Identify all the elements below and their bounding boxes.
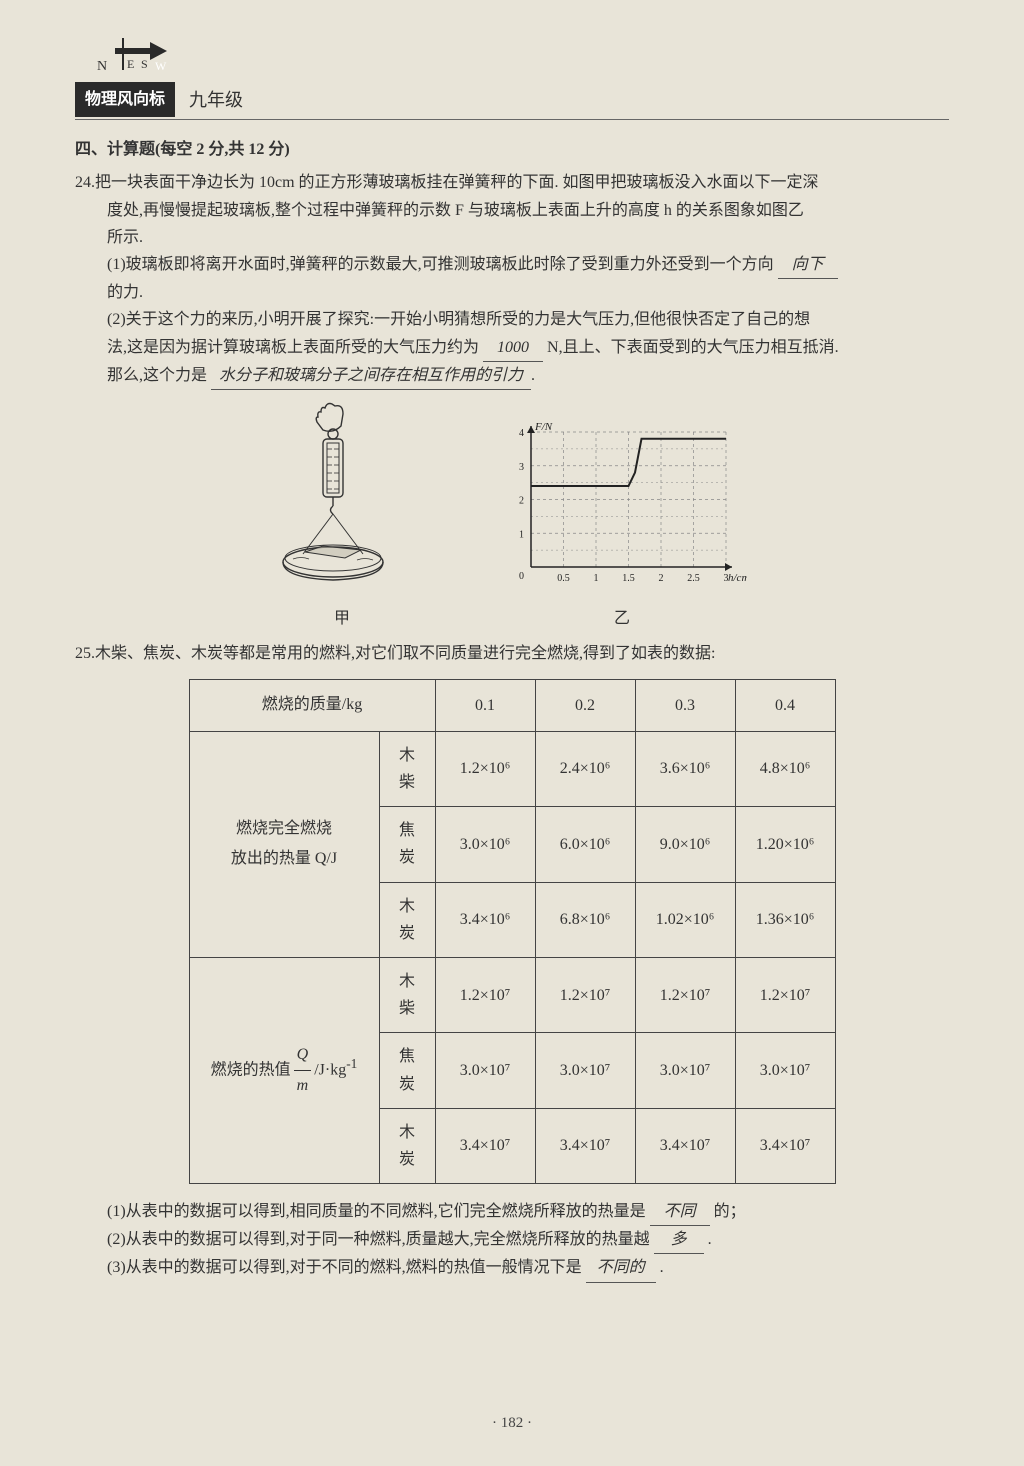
fuel-2: 木炭 (379, 882, 435, 957)
mass-col-3: 0.4 (735, 680, 835, 731)
q25-number: 25. (75, 645, 95, 662)
g1-r1-c0: 3.0×10⁶ (435, 807, 535, 882)
g2-r2-c3: 3.4×10⁷ (735, 1108, 835, 1183)
svg-text:1.5: 1.5 (622, 573, 635, 584)
svg-text:1: 1 (519, 529, 524, 540)
svg-text:E: E (127, 57, 134, 71)
q24-p2-c: N,且上、下表面受到的大气压力相互抵消. (547, 339, 839, 356)
page-content: N E S W 物理风向标 九年级 四、计算题(每空 2 分,共 12 分) 2… (0, 0, 1024, 1323)
g1-r2-c1: 6.8×10⁶ (535, 882, 635, 957)
g2-r0-c2: 1.2×10⁷ (635, 957, 735, 1032)
q24-p1-b: 的力. (75, 279, 949, 306)
q25-p3-blank: 不同的 (586, 1254, 656, 1282)
q24-p2-blank2: 水分子和玻璃分子之间存在相互作用的引力 (211, 362, 531, 390)
g2-r1-c0: 3.0×10⁷ (435, 1033, 535, 1108)
compass-logo: N E S W (95, 38, 175, 83)
figure-jia-caption: 甲 (277, 605, 407, 632)
q24-number: 24. (75, 174, 95, 191)
fuel-0: 木柴 (379, 731, 435, 806)
g2-r2-c2: 3.4×10⁷ (635, 1108, 735, 1183)
g2-r2-c0: 3.4×10⁷ (435, 1108, 535, 1183)
q25-p1-b: 的； (714, 1203, 746, 1220)
g1-r0-c0: 1.2×10⁶ (435, 731, 535, 806)
section-4-title: 四、计算题(每空 2 分,共 12 分) (75, 136, 949, 163)
svg-text:N: N (97, 59, 107, 74)
mass-col-1: 0.2 (535, 680, 635, 731)
q25-p2-a: (2)从表中的数据可以得到,对于同一种燃料,质量越大,完全燃烧所释放的热量越 (107, 1231, 650, 1248)
spring-scale-drawing (277, 402, 407, 592)
q24-p2-b: 法,这是因为据计算玻璃板上表面所受的大气压力约为 (107, 339, 479, 356)
q24-p1-a: (1)玻璃板即将离开水面时,弹簧秤的示数最大,可推测玻璃板此时除了受到重力外还受… (107, 256, 774, 273)
g1-r1-c2: 9.0×10⁶ (635, 807, 735, 882)
page-header: 物理风向标 九年级 (75, 82, 949, 120)
mass-col-2: 0.3 (635, 680, 735, 731)
page-number: · 182 · (0, 1411, 1024, 1437)
question-25: 25.木柴、焦炭、木炭等都是常用的燃料,对它们取不同质量进行完全燃烧,得到了如表… (75, 640, 949, 1282)
svg-text:4: 4 (519, 428, 524, 439)
g1-r2-c2: 1.02×10⁶ (635, 882, 735, 957)
g2-r0-c1: 1.2×10⁷ (535, 957, 635, 1032)
q24-p2-e: . (531, 367, 535, 384)
g2-r0-c0: 1.2×10⁷ (435, 957, 535, 1032)
q25-p3-b: . (660, 1259, 664, 1276)
fuel2-1: 焦炭 (379, 1033, 435, 1108)
q25-data-table: 燃烧的质量/kg0.10.20.30.4燃烧完全燃烧放出的热量 Q/J木柴1.2… (189, 679, 836, 1184)
svg-text:S: S (141, 57, 148, 71)
q24-stem-b: 度处,再慢慢提起玻璃板,整个过程中弹簧秤的示数 F 与玻璃板上表面上升的高度 h… (75, 197, 949, 224)
svg-text:h/cm: h/cm (728, 572, 747, 584)
svg-text:0: 0 (519, 571, 524, 582)
svg-text:2: 2 (519, 495, 524, 506)
q25-p2-blank: 多 (654, 1226, 704, 1254)
question-24: 24.把一块表面干净边长为 10cm 的正方形薄玻璃板挂在弹簧秤的下面. 如图甲… (75, 169, 949, 632)
q24-p2-d: 那么,这个力是 (107, 367, 207, 384)
group1-label: 燃烧完全燃烧放出的热量 Q/J (189, 731, 379, 957)
q24-stem-a: 把一块表面干净边长为 10cm 的正方形薄玻璃板挂在弹簧秤的下面. 如图甲把玻璃… (95, 174, 819, 191)
g1-r1-c1: 6.0×10⁶ (535, 807, 635, 882)
q25-p3-a: (3)从表中的数据可以得到,对于不同的燃料,燃料的热值一般情况下是 (107, 1259, 582, 1276)
svg-text:2: 2 (659, 573, 664, 584)
g2-r1-c1: 3.0×10⁷ (535, 1033, 635, 1108)
col-header-mass: 燃烧的质量/kg (189, 680, 435, 731)
svg-text:3: 3 (519, 462, 524, 473)
figure-jia: 甲 (277, 402, 407, 632)
g2-r1-c2: 3.0×10⁷ (635, 1033, 735, 1108)
q24-figures: 甲 0.511.522.5312340F/Nh/cm 乙 (75, 402, 949, 632)
group2-label: 燃烧的热值Qm/J·kg-1 (189, 957, 379, 1183)
svg-text:F/N: F/N (534, 421, 553, 433)
q24-chart: 0.511.522.5312340F/Nh/cm (497, 417, 747, 592)
g2-r1-c3: 3.0×10⁷ (735, 1033, 835, 1108)
grade-label: 九年级 (189, 85, 243, 118)
svg-text:W: W (155, 59, 167, 73)
g1-r0-c2: 3.6×10⁶ (635, 731, 735, 806)
g2-r0-c3: 1.2×10⁷ (735, 957, 835, 1032)
svg-text:0.5: 0.5 (557, 573, 570, 584)
q25-p1-blank: 不同 (650, 1198, 710, 1226)
fuel2-0: 木柴 (379, 957, 435, 1032)
q24-stem-c: 所示. (75, 224, 949, 251)
mass-col-0: 0.1 (435, 680, 535, 731)
figure-yi-caption: 乙 (497, 605, 747, 632)
q25-p2-b: . (708, 1231, 712, 1248)
q24-p2-blank1: 1000 (483, 334, 543, 362)
g1-r2-c0: 3.4×10⁶ (435, 882, 535, 957)
g1-r0-c1: 2.4×10⁶ (535, 731, 635, 806)
g1-r2-c3: 1.36×10⁶ (735, 882, 835, 957)
q25-p1-a: (1)从表中的数据可以得到,相同质量的不同燃料,它们完全燃烧所释放的热量是 (107, 1203, 646, 1220)
g1-r0-c3: 4.8×10⁶ (735, 731, 835, 806)
fuel-1: 焦炭 (379, 807, 435, 882)
q24-p2-a: (2)关于这个力的来历,小明开展了探究:一开始小明猜想所受的力是大气压力,但他很… (75, 306, 949, 333)
svg-text:1: 1 (594, 573, 599, 584)
book-title-badge: 物理风向标 (75, 82, 175, 117)
figure-yi: 0.511.522.5312340F/Nh/cm 乙 (497, 417, 747, 632)
q25-stem: 木柴、焦炭、木炭等都是常用的燃料,对它们取不同质量进行完全燃烧,得到了如表的数据… (95, 645, 715, 662)
svg-text:2.5: 2.5 (687, 573, 700, 584)
fuel2-2: 木炭 (379, 1108, 435, 1183)
g2-r2-c1: 3.4×10⁷ (535, 1108, 635, 1183)
q24-p1-blank: 向下 (778, 251, 838, 279)
g1-r1-c3: 1.20×10⁶ (735, 807, 835, 882)
